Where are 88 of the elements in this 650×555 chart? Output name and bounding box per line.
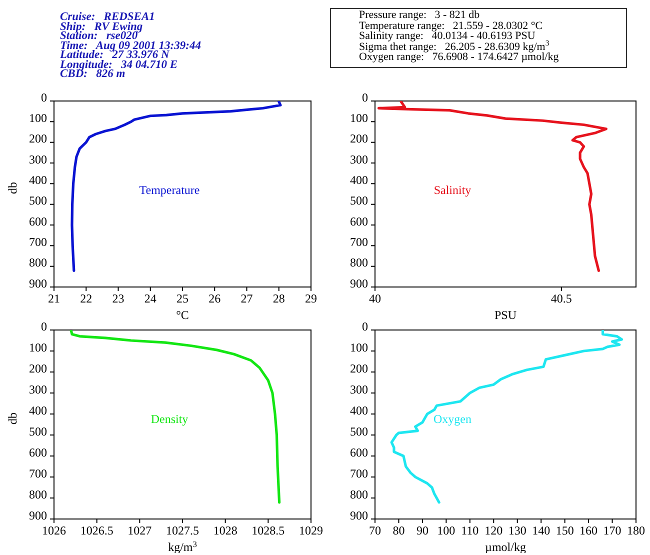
x-tick-label: 1026.5 (80, 524, 114, 538)
x-tick-label: 1026 (42, 524, 66, 538)
y-tick-label: 700 (350, 234, 368, 249)
y-tick-label: 0 (41, 90, 47, 104)
y-tick-label: 0 (362, 90, 368, 104)
y-tick-label: 100 (350, 110, 368, 125)
y-tick-label: 100 (29, 110, 47, 125)
y-tick-label: 300 (29, 152, 47, 166)
y-axis-title: db (5, 182, 20, 194)
x-tick-label: 80 (392, 524, 405, 538)
y-tick-label: 500 (350, 194, 368, 208)
x-tick-label: 110 (461, 524, 479, 538)
text: Salinity range: 40.0134 - 40.6193 PSU (359, 30, 536, 42)
y-tick-label: 0 (362, 319, 368, 334)
text: CBD: 826 m (60, 68, 126, 80)
y-tick-label: 900 (350, 276, 368, 290)
text: Salinity (434, 183, 472, 197)
x-tick-label: 170 (603, 524, 622, 538)
x-tick-label: 120 (484, 524, 503, 538)
y-tick-label: 400 (29, 403, 47, 418)
x-tick-label: 1029 (299, 524, 323, 538)
y-tick-label: 600 (350, 445, 368, 460)
x-tick-label: 40 (369, 292, 381, 306)
y-tick-label: 800 (350, 256, 368, 270)
x-tick-label: 22 (80, 292, 92, 306)
x-tick-label: 180 (627, 524, 645, 538)
y-tick-label: 600 (29, 214, 47, 228)
y-tick-label: 700 (29, 234, 47, 249)
x-tick-label: 130 (508, 524, 526, 538)
text: Pressure range: 3 - 821 db (359, 9, 481, 21)
x-tick-label: 1027.5 (166, 524, 199, 538)
y-tick-label: 400 (29, 172, 47, 187)
text: Time: Aug 09 2001 13:39:44 (60, 40, 201, 52)
y-tick-label: 400 (350, 403, 368, 418)
x-tick-label: 160 (580, 524, 598, 538)
x-tick-label: 24 (144, 292, 156, 306)
y-tick-label: 200 (29, 132, 47, 146)
y-tick-label: 200 (350, 361, 368, 376)
x-tick-label: 1027 (128, 524, 152, 538)
x-tick-label: 70 (369, 524, 381, 538)
x-tick-label: 27 (240, 292, 253, 306)
y-tick-label: 900 (29, 276, 47, 290)
text: Temperature range: 21.559 - 28.0302 °C (359, 20, 544, 32)
y-tick-label: 600 (350, 214, 368, 228)
y-tick-label: 500 (29, 194, 47, 208)
text: Temperature (139, 183, 200, 197)
y-tick-label: 700 (29, 466, 47, 480)
y-tick-label: 800 (350, 487, 368, 502)
text: Longitude: 34 04.710 E (60, 58, 179, 70)
y-tick-label: 100 (29, 340, 47, 354)
text: Ship: RV Ewing (60, 20, 144, 32)
y-tick-label: 500 (350, 424, 368, 438)
y-tick-label: 300 (350, 152, 368, 166)
x-tick-label: 25 (176, 292, 188, 306)
y-tick-label: 300 (350, 382, 368, 396)
x-tick-label: 90 (416, 524, 428, 538)
x-tick-label: 150 (556, 524, 574, 538)
text: Density (150, 412, 188, 426)
x-axis-title: PSU (494, 308, 517, 322)
y-tick-label: 500 (29, 424, 47, 438)
x-tick-label: 100 (437, 524, 456, 538)
y-tick-label: 600 (29, 445, 47, 460)
x-tick-label: 28 (272, 292, 285, 306)
y-tick-label: 200 (350, 132, 368, 146)
y-tick-label: 300 (29, 382, 47, 396)
y-tick-label: 0 (41, 319, 47, 334)
x-tick-label: 1028.5 (252, 524, 285, 538)
x-tick-label: 140 (532, 524, 550, 538)
y-axis-title: db (5, 412, 20, 424)
y-tick-label: 700 (350, 466, 368, 480)
x-tick-label: 26 (208, 292, 221, 306)
y-tick-label: 200 (29, 361, 47, 376)
y-tick-label: 800 (29, 487, 47, 502)
x-axis-title: °C (176, 308, 189, 322)
x-tick-label: 23 (112, 292, 124, 306)
text: Cruise: REDSEA1 (60, 11, 156, 23)
y-tick-label: 400 (350, 172, 368, 187)
text: Station: rse020 (60, 30, 138, 42)
y-tick-label: 800 (29, 256, 47, 270)
x-tick-label: 29 (305, 292, 317, 306)
x-tick-label: 1028 (213, 524, 238, 538)
text: Oxygen range: 76.6908 - 174.6427 µmol/kg (359, 51, 560, 63)
x-tick-label: 40.5 (550, 292, 572, 306)
series-label: Oxygen (434, 412, 472, 426)
y-tick-label: 900 (29, 508, 47, 522)
y-tick-label: 900 (350, 508, 368, 522)
x-tick-label: 21 (48, 292, 60, 306)
y-tick-label: 100 (350, 340, 368, 354)
